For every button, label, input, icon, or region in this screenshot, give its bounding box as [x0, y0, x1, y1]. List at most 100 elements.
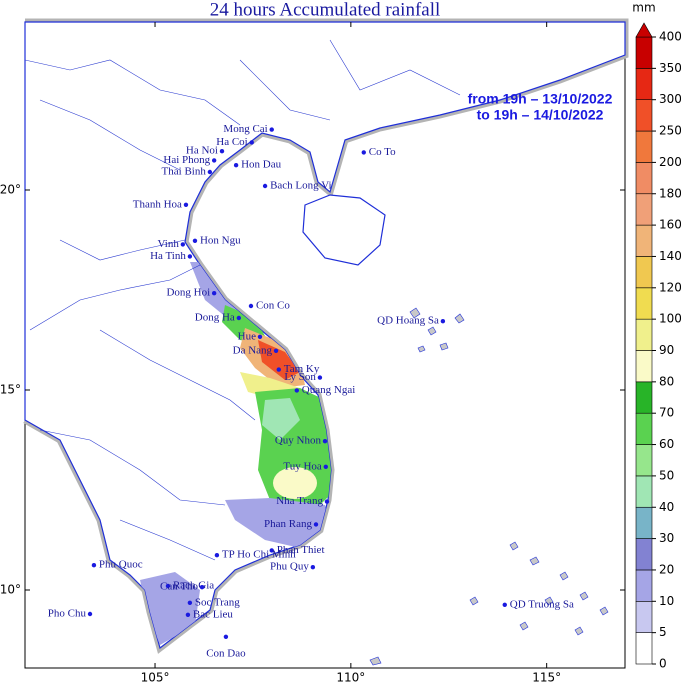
station-dot — [262, 183, 268, 189]
station-label: Tam Ky — [284, 363, 320, 375]
colorbar-box — [635, 318, 653, 351]
station-dot — [211, 158, 217, 163]
colorbar-label: 30 — [659, 531, 674, 545]
station-dot — [248, 303, 254, 309]
station-label: Dong Ha — [195, 312, 235, 324]
station-dot — [211, 291, 217, 296]
colorbar-label: 350 — [659, 61, 681, 75]
station-label: Dong Hoi — [166, 287, 210, 299]
x-tick-label: 105° — [141, 671, 170, 684]
station-label: Vinh — [157, 238, 179, 250]
colorbar-label: 400 — [659, 30, 681, 44]
station-dot — [207, 169, 213, 175]
x-tick-label: 110° — [336, 671, 365, 684]
colorbar-label: 90 — [659, 343, 674, 357]
rain-area — [262, 398, 300, 440]
station-label: Ly Son — [284, 371, 316, 383]
colorbar-label: 100 — [659, 312, 681, 326]
y-tick-label: 20° — [0, 183, 21, 197]
station-dot — [192, 238, 198, 243]
colorbar-box — [635, 287, 653, 320]
colorbar-label: 70 — [659, 406, 674, 420]
colorbar-label: 80 — [659, 374, 674, 388]
station-label: QD Truong Sa — [510, 598, 574, 610]
station-dot — [233, 163, 239, 168]
station-dot — [187, 600, 193, 605]
y-tick-label: 10° — [0, 583, 21, 597]
station-label: Can Tho — [160, 581, 198, 593]
colorbar-box — [635, 632, 653, 665]
station-dot — [322, 439, 328, 444]
station-dot — [219, 149, 225, 154]
station-dot — [324, 499, 330, 504]
colorbar-arrow — [635, 22, 653, 38]
station-dot — [310, 565, 316, 570]
station-label: Con Co — [256, 300, 290, 312]
station-label: Ha Tinh — [150, 250, 186, 262]
station-dot — [502, 602, 507, 607]
hainan-island — [302, 194, 386, 266]
station-dot — [273, 348, 279, 353]
station-label: Quang Ngai — [302, 384, 355, 396]
admin-borders — [24, 39, 461, 561]
colorbar-label: 10 — [659, 594, 674, 608]
station-dot — [249, 140, 254, 145]
station-label: Co To — [369, 146, 396, 158]
station-label: Soc Trang — [195, 596, 240, 608]
station-label: Hon Dau — [241, 159, 282, 171]
colorbar-box — [635, 444, 653, 477]
station-label: Hai Phong — [163, 154, 210, 166]
rain-area — [140, 572, 200, 645]
station-label: Da Nang — [233, 344, 273, 356]
colorbar-box — [635, 224, 653, 257]
y-tick-label: 15° — [0, 383, 21, 397]
station-label: Pho Chu — [48, 608, 87, 620]
station-label: Phan Thiet — [277, 544, 325, 556]
colorbar-box — [635, 36, 653, 69]
station-dot — [214, 553, 220, 558]
station-label: Mong Cai — [223, 123, 267, 135]
colorbar-box — [635, 162, 653, 195]
colorbar-box — [635, 350, 653, 383]
map-title: 24 hours Accumulated rainfall — [210, 0, 441, 20]
period-to: to 19h – 14/10/2022 — [477, 107, 604, 123]
colorbar-label: 50 — [659, 468, 674, 482]
station-dot — [223, 634, 229, 639]
station-label: Nha Trang — [276, 495, 323, 507]
colorbar-box — [635, 506, 653, 539]
station-label: Tuy Hoa — [283, 460, 322, 472]
station-dot — [269, 548, 274, 553]
station-dot — [180, 242, 186, 247]
colorbar-box — [635, 99, 653, 132]
station-label: Hon Ngu — [200, 234, 241, 246]
station-label: Rach Gia — [173, 580, 214, 592]
station-dot — [317, 375, 323, 380]
colorbar-box — [635, 538, 653, 571]
station-label: Ha Noi — [186, 145, 218, 157]
colorbar-box — [635, 600, 653, 633]
station-label: QD Hoang Sa — [377, 315, 439, 327]
colorbar-label: 250 — [659, 124, 681, 138]
colorbar-label: 300 — [659, 92, 681, 106]
colorbar-box — [635, 68, 653, 100]
station-label: Bac Lieu — [193, 608, 234, 620]
station-dot — [183, 202, 189, 207]
colorbar-label: 120 — [659, 280, 681, 294]
station-label: Phu Quy — [270, 561, 309, 573]
spratly-islands — [369, 541, 609, 666]
rain-area — [225, 498, 330, 548]
colorbar-box — [635, 193, 653, 226]
station-label: Thanh Hoa — [133, 198, 182, 210]
station-dot — [440, 319, 446, 324]
station-dot — [87, 611, 93, 617]
colorbar-label: 160 — [659, 218, 681, 232]
station-dot — [269, 127, 274, 132]
rain-area — [258, 340, 300, 380]
colorbar-label: 20 — [659, 562, 674, 576]
station-dot — [276, 367, 281, 372]
colorbar-box — [635, 256, 653, 289]
station-dot — [294, 388, 300, 393]
station-label: Phan Rang — [264, 518, 312, 530]
colorbar-label: 0 — [659, 657, 667, 671]
